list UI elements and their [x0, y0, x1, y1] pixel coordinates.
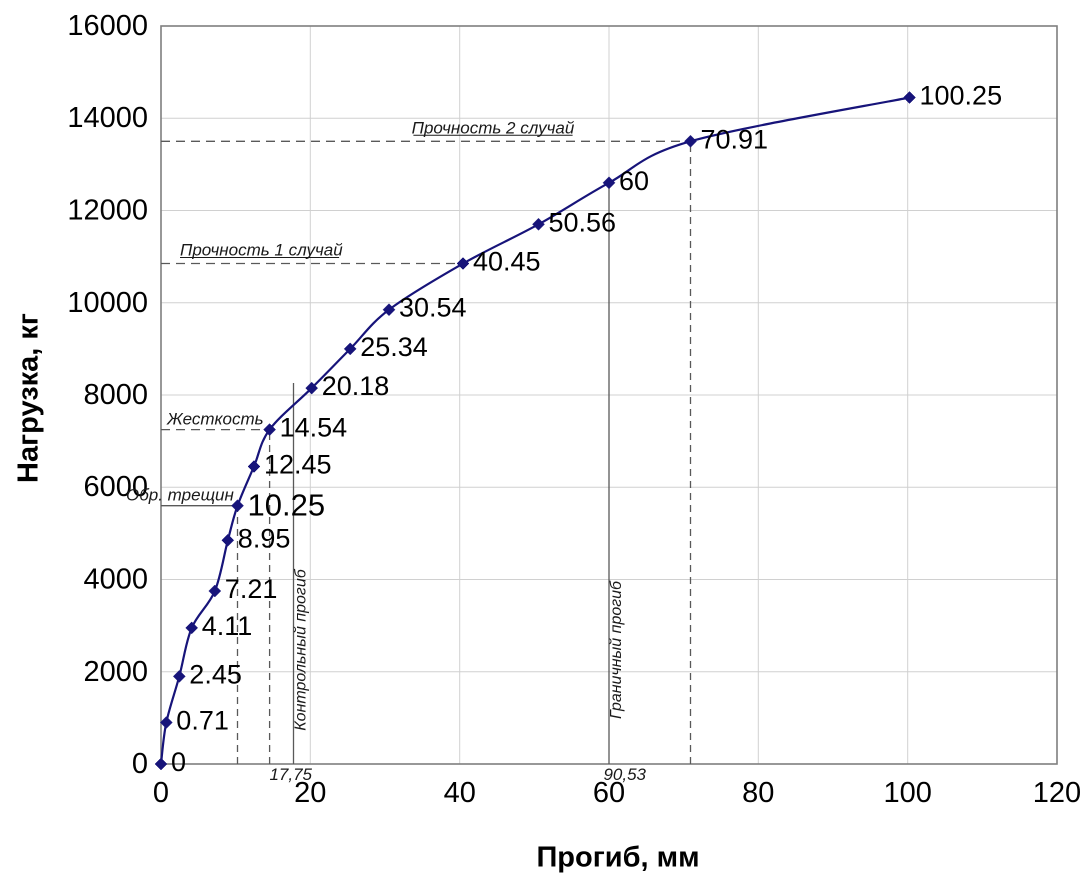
svg-text:7.21: 7.21 [225, 574, 278, 604]
svg-text:8.95: 8.95 [238, 523, 291, 553]
svg-text:12.45: 12.45 [264, 450, 332, 480]
svg-text:70.91: 70.91 [701, 124, 769, 154]
svg-text:8000: 8000 [83, 379, 148, 411]
svg-text:100.25: 100.25 [920, 81, 1003, 111]
svg-text:90,53: 90,53 [603, 765, 646, 784]
svg-text:12000: 12000 [67, 195, 148, 227]
svg-text:Граничный прогиб: Граничный прогиб [608, 580, 625, 719]
svg-text:Контрольный прогиб: Контрольный прогиб [293, 568, 310, 730]
svg-text:14.54: 14.54 [280, 413, 348, 443]
svg-text:40: 40 [444, 777, 476, 809]
svg-text:Жесткость: Жесткость [166, 410, 264, 429]
svg-text:0: 0 [132, 748, 148, 780]
svg-text:16000: 16000 [67, 10, 148, 42]
svg-text:100: 100 [884, 777, 932, 809]
svg-text:0: 0 [153, 777, 169, 809]
svg-text:40.45: 40.45 [473, 247, 541, 277]
svg-text:2000: 2000 [83, 656, 148, 688]
svg-text:10.25: 10.25 [248, 488, 326, 523]
svg-text:80: 80 [742, 777, 774, 809]
svg-text:10000: 10000 [67, 287, 148, 319]
svg-text:Прочность 1 случай: Прочность 1 случай [180, 241, 343, 260]
svg-text:Прочность 2 случай: Прочность 2 случай [412, 118, 575, 137]
svg-text:0: 0 [171, 747, 186, 777]
svg-text:120: 120 [1033, 777, 1081, 809]
svg-text:4000: 4000 [83, 564, 148, 596]
svg-text:Обр. трещин: Обр. трещин [126, 486, 234, 505]
svg-text:0.71: 0.71 [176, 706, 229, 736]
svg-text:25.34: 25.34 [360, 332, 428, 362]
svg-text:17,75: 17,75 [269, 765, 312, 784]
svg-text:4.11: 4.11 [202, 611, 253, 641]
svg-text:20.18: 20.18 [322, 371, 390, 401]
svg-text:30.54: 30.54 [399, 293, 467, 323]
svg-text:60: 60 [619, 166, 649, 196]
svg-text:2.45: 2.45 [189, 659, 242, 689]
svg-text:50.56: 50.56 [549, 207, 617, 237]
svg-text:14000: 14000 [67, 102, 148, 134]
